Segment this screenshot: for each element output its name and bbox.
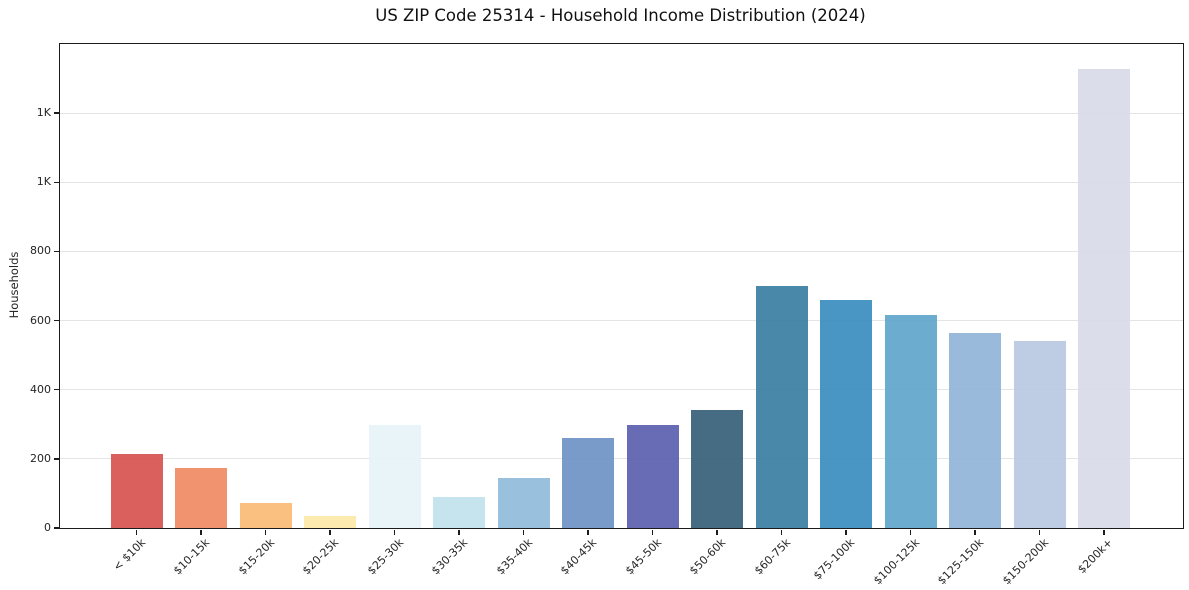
bar-2: [239, 503, 292, 528]
bar-4: [368, 425, 421, 528]
x-tick-label-6: $35-40k: [493, 536, 535, 578]
x-tick-label-7: $40-45k: [557, 536, 600, 578]
y-tick-mark: [53, 250, 59, 253]
x-tick-mark: [780, 529, 783, 535]
x-tick-mark: [845, 529, 847, 535]
bar-14: [1013, 340, 1066, 528]
y-tick-label-4: 800: [30, 244, 51, 258]
bar-0: [110, 453, 163, 528]
bar-3: [304, 515, 356, 528]
x-tick-label-11: $75-100k: [810, 536, 858, 583]
bar-5: [433, 496, 485, 528]
x-tick-label-13: $125-150k: [935, 536, 987, 588]
bar-13: [949, 333, 1001, 528]
y-tick-mark: [53, 389, 59, 391]
x-tick-label-8: $45-50k: [622, 536, 664, 578]
bar-11: [820, 299, 872, 528]
x-tick-mark: [716, 529, 718, 535]
x-tick-label-12: $100-125k: [870, 536, 922, 588]
y-tick-label-5: 1K: [36, 175, 51, 189]
x-tick-mark: [909, 529, 912, 535]
x-tick-mark: [522, 529, 525, 535]
bar-12: [884, 315, 937, 528]
bar-15: [1078, 68, 1130, 528]
gridline: [60, 112, 1183, 114]
x-tick-mark: [329, 529, 331, 535]
y-tick-label-0: 0: [44, 521, 51, 535]
y-tick-mark: [53, 527, 59, 529]
gridline: [60, 250, 1183, 252]
x-tick-label-0: < $10k: [110, 536, 148, 574]
x-tick-label-14: $150-200k: [999, 536, 1051, 588]
gridline: [60, 320, 1183, 322]
bar-8: [626, 424, 679, 528]
x-tick-label-5: $30-35k: [428, 536, 471, 578]
x-tick-mark: [135, 529, 138, 535]
y-tick-mark: [53, 181, 59, 183]
gridline: [60, 389, 1183, 391]
bar-1: [175, 467, 227, 528]
y-tick-label-3: 600: [30, 313, 51, 327]
bar-10: [755, 286, 808, 528]
x-tick-label-9: $50-60k: [686, 536, 729, 578]
x-tick-label-2: $15-20k: [235, 536, 277, 578]
y-axis-label: Households: [7, 251, 21, 319]
chart-title: US ZIP Code 25314 - Household Income Dis…: [375, 6, 866, 25]
x-tick-label-3: $20-25k: [299, 536, 342, 578]
x-tick-label-10: $60-75k: [751, 536, 793, 578]
y-tick-mark: [53, 112, 59, 114]
gridline: [60, 181, 1183, 183]
plot-area: 0 200 400 600 800 1K 1K < $10k $10-15k $15-20k $20…: [30, 43, 1184, 587]
x-tick-label-15: $200k+: [1075, 536, 1116, 577]
y-tick-mark: [53, 458, 59, 460]
y-tick-label-2: 400: [30, 382, 51, 396]
gridline: [60, 458, 1183, 460]
bar-7: [562, 438, 614, 528]
x-tick-mark: [458, 529, 460, 535]
bar-9: [691, 410, 743, 528]
y-tick-label-1: 200: [30, 452, 51, 466]
x-tick-mark: [651, 529, 654, 535]
x-tick-mark: [1103, 529, 1105, 535]
x-tick-mark: [587, 529, 589, 535]
x-tick-mark: [200, 529, 202, 535]
x-tick-label-4: $25-30k: [364, 536, 406, 578]
y-tick-label-6: 1K: [36, 106, 51, 120]
x-tick-mark: [974, 529, 976, 535]
x-tick-mark: [1038, 529, 1041, 535]
x-tick-mark: [264, 529, 267, 535]
x-tick-label-1: $10-15k: [170, 536, 213, 578]
x-tick-mark: [393, 529, 396, 535]
bar-6: [497, 477, 550, 528]
y-tick-mark: [53, 319, 59, 322]
